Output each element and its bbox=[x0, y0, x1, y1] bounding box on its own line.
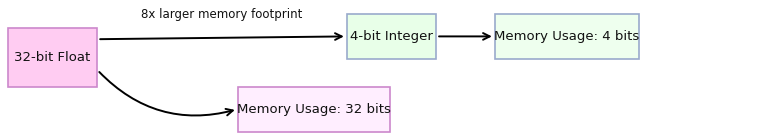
Text: 4-bit Integer: 4-bit Integer bbox=[350, 30, 433, 43]
Text: Memory Usage: 4 bits: Memory Usage: 4 bits bbox=[494, 30, 640, 43]
Text: Memory Usage: 32 bits: Memory Usage: 32 bits bbox=[237, 103, 390, 116]
FancyBboxPatch shape bbox=[495, 14, 639, 59]
FancyBboxPatch shape bbox=[8, 28, 97, 87]
FancyBboxPatch shape bbox=[238, 87, 390, 132]
Text: 8x larger memory footprint: 8x larger memory footprint bbox=[141, 8, 303, 21]
Text: 32-bit Float: 32-bit Float bbox=[15, 51, 90, 64]
FancyBboxPatch shape bbox=[347, 14, 436, 59]
